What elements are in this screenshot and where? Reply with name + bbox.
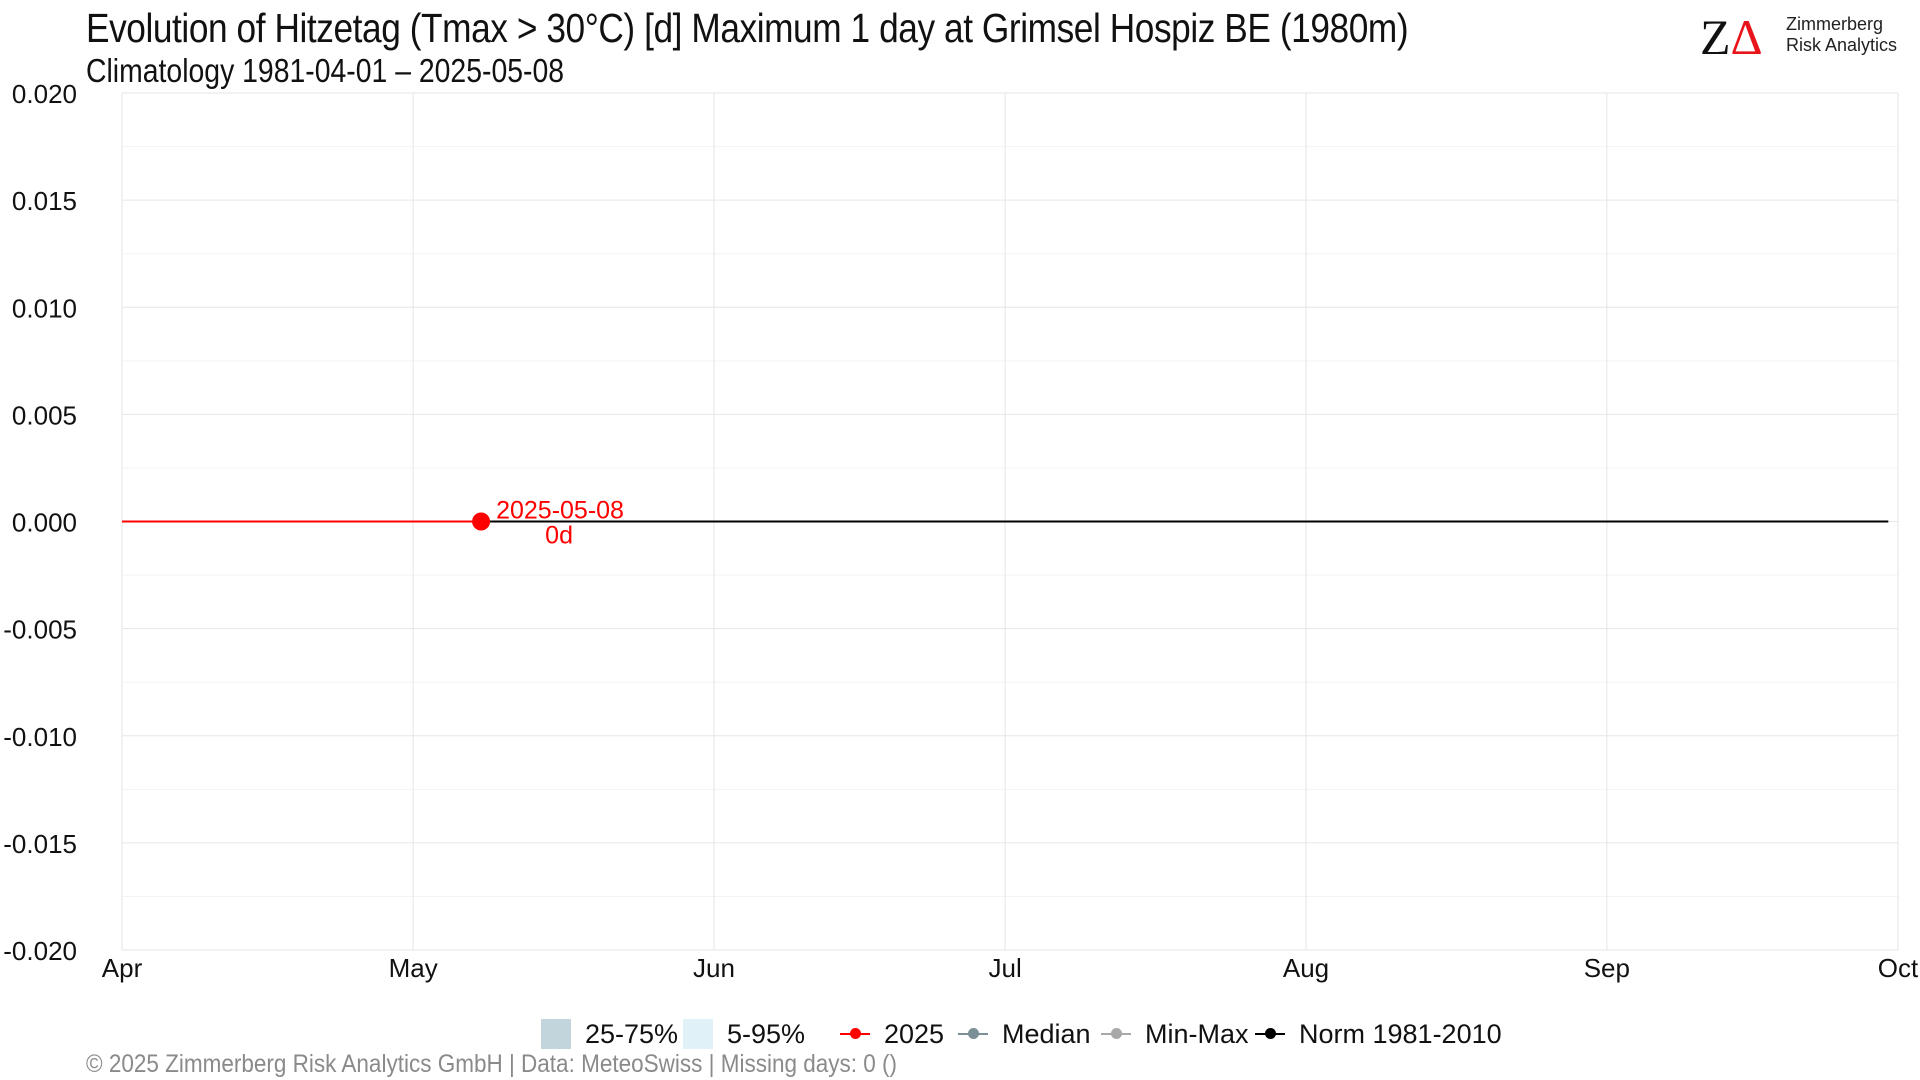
legend-line-key: [840, 1019, 870, 1049]
x-tick-label: Aug: [1283, 953, 1329, 983]
highlight-point: [472, 512, 491, 531]
legend-item: 5-95%: [683, 1010, 805, 1058]
legend-item: 2025: [840, 1010, 944, 1058]
legend-item: 25-75%: [541, 1010, 678, 1058]
legend-line-key: [1255, 1019, 1285, 1049]
logo-text-line1: Zimmerberg: [1786, 14, 1884, 34]
x-tick-label: Sep: [1584, 953, 1630, 983]
legend-item: Median: [958, 1010, 1091, 1058]
company-logo: ZΔ Zimmerberg Risk Analytics: [1700, 10, 1900, 64]
footer-credit: © 2025 Zimmerberg Risk Analytics GmbH | …: [86, 1050, 898, 1078]
x-tick-label: May: [389, 953, 438, 983]
legend-item: Norm 1981-2010: [1255, 1010, 1502, 1058]
line-chart: 0.020 0.015 0.010 0.005 0.000 -0.005 -0.010 -0.…: [3, 79, 1919, 983]
x-axis-tick-labels: Apr May Jun Jul Aug Sep Oct: [102, 953, 1919, 983]
y-tick-label: 0.005: [12, 400, 77, 430]
chart-title: Evolution of Hitzetag (Tmax > 30°C) [d] …: [86, 5, 1409, 51]
legend-swatch: [683, 1019, 713, 1049]
logo-text: Zimmerberg Risk Analytics: [1786, 14, 1897, 56]
y-tick-label: 0.010: [12, 293, 77, 323]
logo-text-line2: Risk Analytics: [1786, 35, 1898, 55]
legend-label: Min-Max: [1145, 1018, 1249, 1049]
legend-label: 5-95%: [727, 1018, 806, 1049]
x-tick-label: Jul: [989, 953, 1022, 983]
y-tick-label: -0.015: [3, 829, 77, 859]
legend-label: Median: [1002, 1018, 1091, 1049]
logo-mark-z: Z: [1700, 9, 1731, 65]
legend-swatch: [541, 1019, 571, 1049]
y-tick-label: 0.015: [12, 186, 77, 216]
logo-mark: ZΔ: [1700, 10, 1763, 64]
x-tick-label: Oct: [1878, 953, 1919, 983]
y-axis-tick-labels: 0.020 0.015 0.010 0.005 0.000 -0.005 -0.010 -0.…: [3, 79, 77, 966]
legend-label: 2025: [884, 1018, 945, 1049]
highlight-date-label: 2025-05-08: [496, 497, 624, 525]
y-tick-label: -0.010: [3, 722, 77, 752]
legend-line-key: [958, 1019, 988, 1049]
x-tick-label: Apr: [102, 953, 143, 983]
chart-legend: 25-75% 5-95% 2025 Median Min-Max Norm 1981-20…: [0, 1010, 1920, 1058]
legend-item: Min-Max: [1101, 1010, 1249, 1058]
chart-subtitle: Climatology 1981-04-01 – 2025-05-08: [86, 52, 565, 89]
y-tick-label: -0.005: [3, 615, 77, 645]
y-tick-label: -0.020: [3, 936, 77, 966]
y-tick-label: 0.020: [12, 79, 77, 109]
highlight-value-label: 0d: [545, 522, 573, 550]
logo-mark-delta: Δ: [1730, 9, 1763, 65]
x-tick-label: Jun: [693, 953, 735, 983]
legend-label: Norm 1981-2010: [1299, 1018, 1502, 1049]
y-tick-label: 0.000: [12, 508, 77, 538]
legend-line-key: [1101, 1019, 1131, 1049]
legend-label: 25-75%: [585, 1018, 679, 1049]
